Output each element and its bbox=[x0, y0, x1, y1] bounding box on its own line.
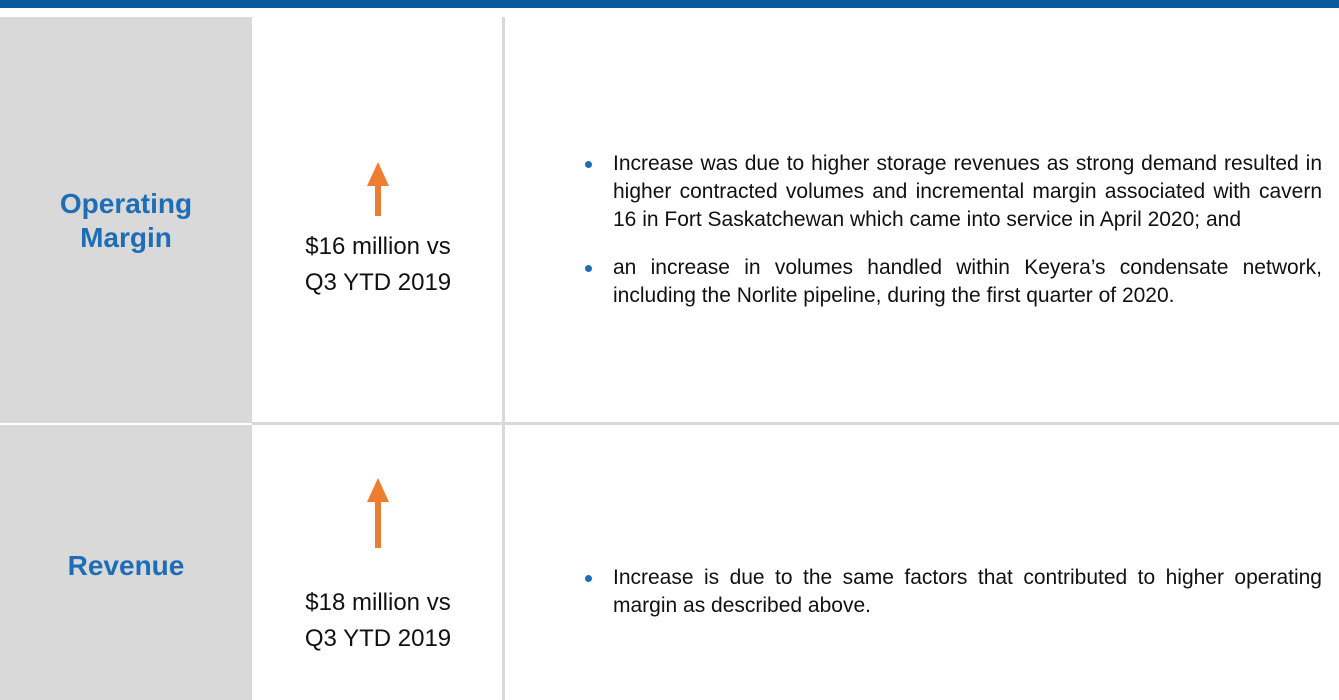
amount-text: $18 million vs Q3 YTD 2019 bbox=[304, 589, 452, 652]
top-bar bbox=[0, 0, 1339, 8]
row-label: Revenue bbox=[0, 549, 252, 583]
bullet: Increase is due to the same factors that… bbox=[585, 564, 1322, 620]
amount: $16 million vs Q3 YTD 2019 bbox=[278, 229, 478, 301]
bullet: an increase in volumes handled within Ke… bbox=[585, 254, 1322, 310]
row-label: Operating Margin bbox=[0, 187, 252, 255]
bullet: Increase was due to higher storage reven… bbox=[585, 150, 1322, 234]
label-cell bbox=[0, 17, 252, 423]
row-label-text: Operating Margin bbox=[59, 188, 193, 253]
divider bbox=[502, 17, 505, 700]
label-cell bbox=[0, 425, 252, 700]
up-arrow bbox=[367, 478, 389, 548]
row-label-text: Revenue bbox=[67, 550, 185, 581]
up-arrow bbox=[367, 162, 389, 216]
amount: $18 million vs Q3 YTD 2019 bbox=[278, 585, 478, 657]
divider bbox=[252, 422, 1339, 425]
bullet-list: Increase is due to the same factors that… bbox=[585, 564, 1322, 640]
amount-text: $16 million vs Q3 YTD 2019 bbox=[304, 233, 452, 296]
bullet-list: Increase was due to higher storage reven… bbox=[585, 150, 1322, 330]
